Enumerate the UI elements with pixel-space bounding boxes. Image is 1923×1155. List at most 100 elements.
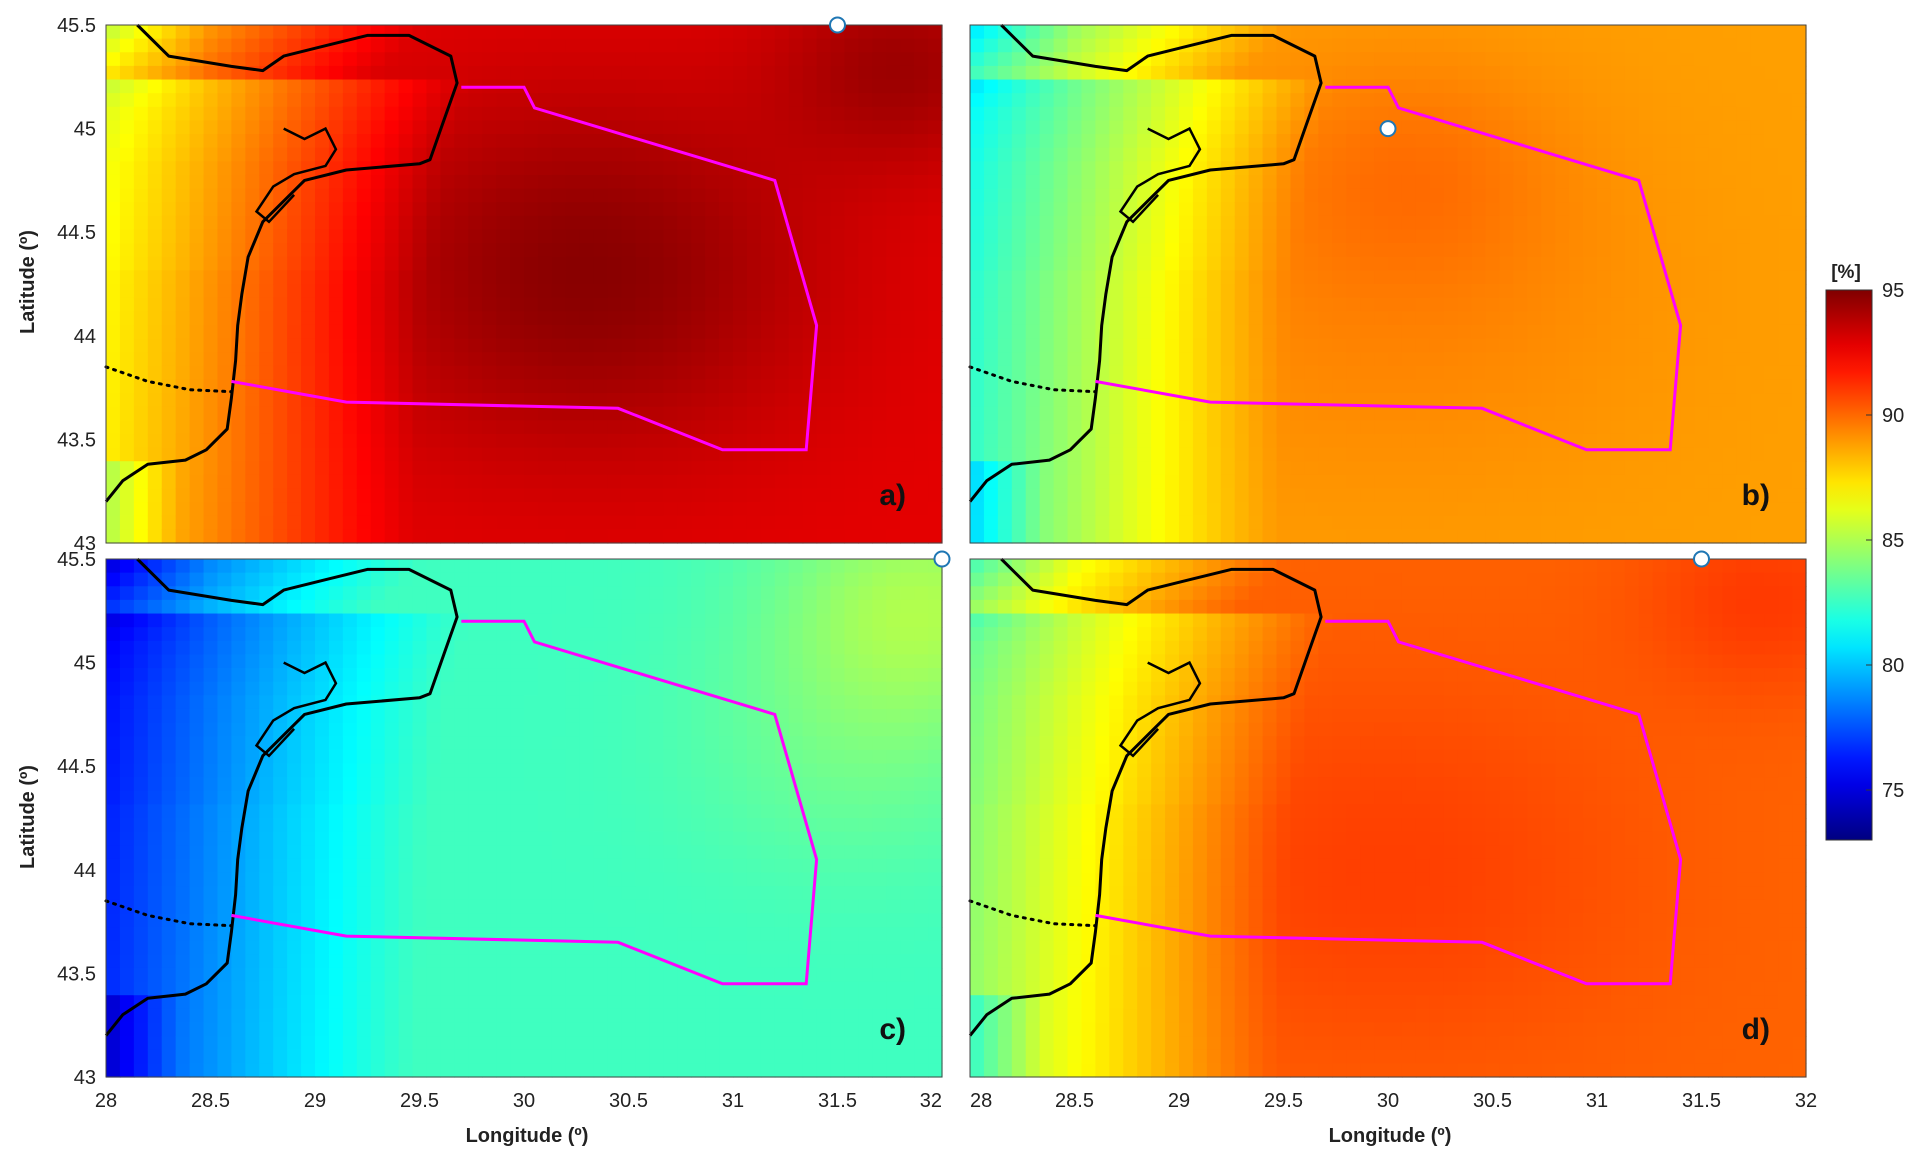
heatmap-cell [1137,461,1152,476]
heatmap-cell [997,256,1013,271]
heatmap-cell [719,65,734,81]
heatmap-cell [496,474,511,490]
heatmap-cell [997,311,1013,326]
heatmap-cell [1206,352,1222,367]
heatmap-cell [1485,38,1501,53]
heatmap-cell [1652,134,1668,149]
heatmap-cell [245,134,260,149]
heatmap-cell [1750,174,1765,190]
heatmap-cell [1346,174,1361,190]
heatmap-cell [1053,256,1069,271]
heatmap-cell [621,365,637,381]
heatmap-cell [1722,52,1737,67]
heatmap-cell [1792,379,1807,394]
heatmap-cell [1443,270,1459,285]
heatmap-cell [119,668,135,683]
heatmap-cell [663,174,678,190]
heatmap-cell [593,25,609,40]
heatmap-cell [175,1008,191,1024]
heatmap-cell [1471,93,1487,108]
heatmap-cell [231,243,246,258]
heatmap-cell [1778,284,1793,299]
heatmap-cell [328,406,344,421]
heatmap-cell [816,502,832,517]
heatmap-cell [816,229,832,244]
heatmap-cell [1499,365,1514,381]
heatmap-cell [454,215,469,231]
heatmap-cell [816,106,832,122]
heatmap-cell [1095,25,1110,40]
heatmap-cell [119,967,135,983]
heatmap-cell [245,420,260,435]
heatmap-cell [482,161,497,176]
heatmap-cell [1360,202,1375,217]
heatmap-cell [1792,52,1807,67]
heatmap-cell [621,161,637,176]
heatmap-cell [1610,256,1626,271]
heatmap-cell [1304,474,1319,490]
heatmap-cell [1764,243,1779,258]
heatmap-cell [524,515,539,530]
heatmap-cell [1736,215,1751,231]
heatmap-cell [1401,243,1417,258]
heatmap-cell [1374,311,1389,326]
heatmap-cell [496,120,511,135]
heatmap-cell [621,352,637,367]
heatmap-cell [468,65,483,81]
heatmap-cell [802,52,818,67]
heatmap-cell [1011,393,1027,408]
heatmap-cell [886,324,901,340]
heatmap-cell [872,406,887,421]
heatmap-cell [1248,215,1264,231]
heatmap-cell [607,406,623,421]
heatmap-cell [161,529,177,544]
heatmap-cell [816,379,832,394]
heatmap-cell [677,311,692,326]
heatmap-cell [1206,270,1222,285]
heatmap-cell [259,365,274,381]
heatmap-cell [301,338,316,353]
heatmap-cell [1597,393,1612,408]
heatmap-cell [788,474,804,490]
y-tick-label: 45 [74,119,96,141]
heatmap-cell [1360,120,1375,135]
heatmap-cell [858,120,873,135]
heatmap-cell [844,134,859,149]
heatmap-cell [119,215,135,231]
heatmap-cell [106,284,121,299]
heatmap-cell [1388,25,1403,40]
heatmap-cell [1569,25,1584,40]
heatmap-cell [161,736,177,751]
heatmap-cell [496,515,511,530]
heatmap-cell [1778,311,1793,326]
heatmap-cell [537,202,553,217]
heatmap-cell [844,352,859,367]
heatmap-cell [384,433,400,449]
heatmap-cell [635,284,650,299]
heatmap-cell [983,106,999,122]
heatmap-cell [663,365,678,381]
heatmap-cell [970,120,985,135]
heatmap-cell [733,474,748,490]
heatmap-cell [119,1022,135,1037]
heatmap-cell [663,25,678,40]
heatmap-cell [649,461,664,476]
heatmap-cell [147,25,163,40]
heatmap-cell [203,790,219,805]
heatmap-cell [1708,379,1723,394]
heatmap-cell [106,52,121,67]
heatmap-cell [983,447,999,462]
heatmap-cell [259,406,274,421]
heatmap-cell [147,736,163,751]
heatmap-cell [551,488,567,503]
heatmap-cell [844,202,859,217]
heatmap-cell [106,695,121,710]
heatmap-cell [1569,529,1584,544]
heatmap-cell [245,967,260,983]
heatmap-cell [203,406,219,421]
heatmap-cell [315,379,330,394]
heatmap-cell [621,25,637,40]
heatmap-cell [788,93,804,108]
heatmap-cell [760,215,776,231]
heatmap-cell [1722,215,1737,231]
